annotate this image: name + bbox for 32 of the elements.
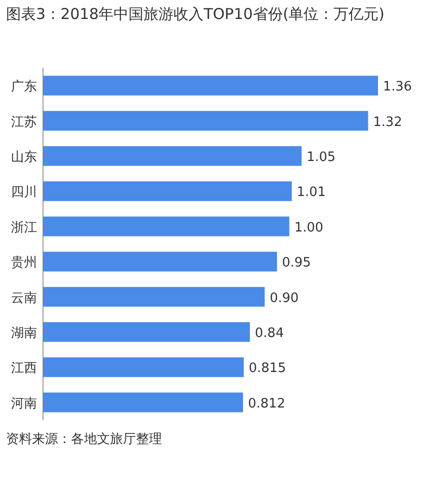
data-label: 0.815 xyxy=(248,361,286,376)
data-label: 0.90 xyxy=(270,290,299,306)
y-tick-label: 山东 xyxy=(11,150,37,165)
y-tick-label: 江西 xyxy=(11,361,37,376)
data-label: 1.36 xyxy=(383,80,412,95)
bar xyxy=(43,110,368,131)
data-label: 1.00 xyxy=(294,220,324,236)
bar xyxy=(43,357,244,378)
bar xyxy=(43,76,378,96)
y-tick-label: 四川 xyxy=(11,185,37,200)
data-label: 1.05 xyxy=(306,150,336,165)
bar xyxy=(43,322,250,342)
data-label: 0.84 xyxy=(254,326,284,341)
bar xyxy=(43,216,290,236)
y-tick-label: 河南 xyxy=(11,396,37,412)
data-label: 1.01 xyxy=(296,185,326,200)
bar xyxy=(43,286,265,307)
chart-title: 图表3：2018年中国旅游收入TOP10省份(单位：万亿元) xyxy=(6,4,386,24)
data-label: 0.812 xyxy=(248,396,286,412)
data-label: 0.95 xyxy=(282,256,311,271)
text: 资料来源：各地文旅厅整理 xyxy=(6,431,162,448)
bar xyxy=(43,252,278,272)
bar xyxy=(43,392,244,412)
y-tick-label: 贵州 xyxy=(11,256,37,271)
y-tick-label: 浙江 xyxy=(11,220,37,236)
bar xyxy=(43,146,302,166)
data-label: 1.32 xyxy=(373,114,402,130)
y-tick-label: 江苏 xyxy=(11,114,37,130)
y-tick-label: 湖南 xyxy=(11,326,37,341)
bar xyxy=(43,181,292,202)
y-tick-label: 广东 xyxy=(11,80,37,95)
y-tick-label: 云南 xyxy=(11,290,37,306)
